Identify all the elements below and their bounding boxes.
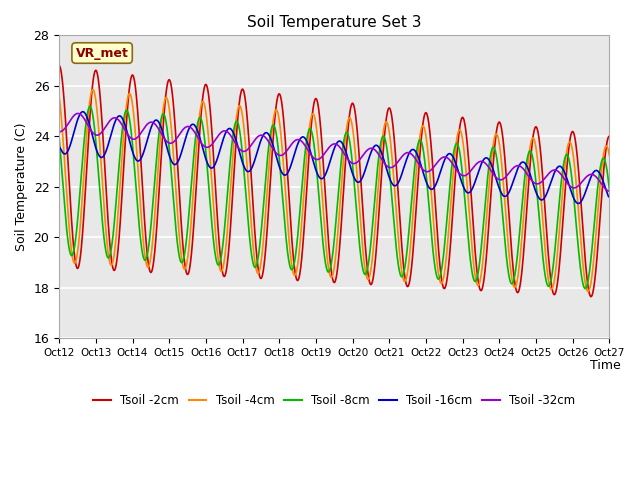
Y-axis label: Soil Temperature (C): Soil Temperature (C) [15,122,28,251]
Title: Soil Temperature Set 3: Soil Temperature Set 3 [247,15,422,30]
Legend: Tsoil -2cm, Tsoil -4cm, Tsoil -8cm, Tsoil -16cm, Tsoil -32cm: Tsoil -2cm, Tsoil -4cm, Tsoil -8cm, Tsoi… [88,389,580,412]
X-axis label: Time: Time [589,359,620,372]
Text: VR_met: VR_met [76,47,129,60]
